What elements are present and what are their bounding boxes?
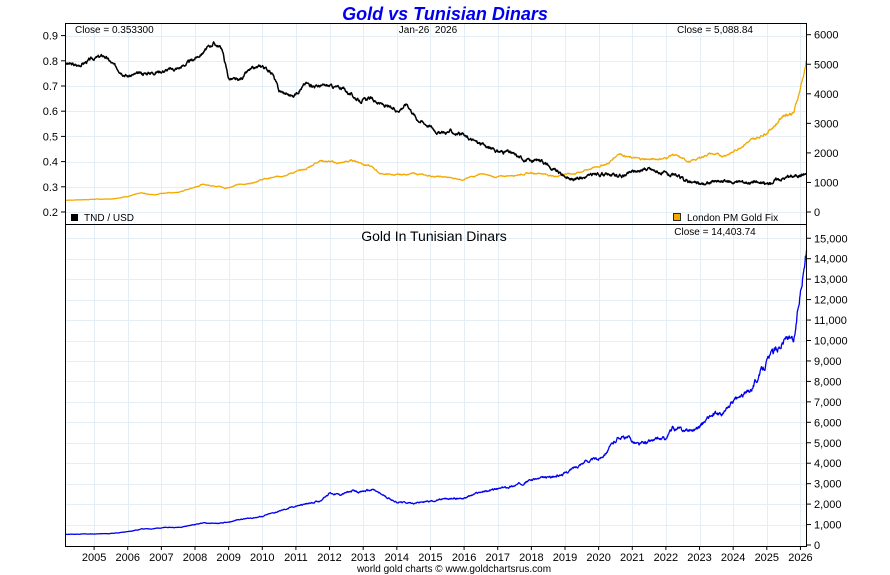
y-tick-label: 4,000 bbox=[814, 458, 842, 470]
x-tick-label: 2021 bbox=[620, 552, 644, 564]
y-tick-label: 14,000 bbox=[814, 254, 848, 266]
bottom-panel-frame bbox=[65, 224, 807, 547]
y-tick-label: 8,000 bbox=[814, 376, 842, 388]
y-tick-label: 15,000 bbox=[814, 233, 848, 245]
x-tick-label: 2015 bbox=[418, 552, 442, 564]
x-tick-label: 2006 bbox=[115, 552, 139, 564]
y-tick-label: 13,000 bbox=[814, 274, 848, 286]
y-tick-label: 5,000 bbox=[814, 438, 842, 450]
x-tick-label: 2020 bbox=[586, 552, 610, 564]
x-tick-label: 2012 bbox=[317, 552, 341, 564]
legend-swatch-tnd-usd bbox=[71, 214, 78, 221]
y-tick-label: 0.4 bbox=[43, 157, 58, 169]
y-tick-label: 0.2 bbox=[43, 207, 58, 219]
x-tick-label: 2018 bbox=[519, 552, 543, 564]
y-tick-label: 4000 bbox=[814, 89, 838, 101]
x-tick-label: 2016 bbox=[452, 552, 476, 564]
bottom-panel-title: Gold In Tunisian Dinars bbox=[361, 228, 507, 244]
y-tick-label: 1,000 bbox=[814, 520, 842, 532]
y-tick-label: 0 bbox=[814, 540, 820, 552]
y-tick-label: 2,000 bbox=[814, 499, 842, 511]
y-tick-label: 0.6 bbox=[43, 106, 58, 118]
series-line-london-pm-gold-fix bbox=[65, 60, 808, 201]
x-tick-label: 2014 bbox=[385, 552, 409, 564]
x-tick-label: 2019 bbox=[553, 552, 577, 564]
bottom-panel-grid bbox=[65, 224, 807, 547]
legend-swatch-gold-fix bbox=[673, 213, 681, 221]
x-tick-label: 2010 bbox=[250, 552, 274, 564]
y-tick-label: 5000 bbox=[814, 59, 838, 71]
x-tick-label: 2023 bbox=[687, 552, 711, 564]
top-panel-frame bbox=[65, 23, 807, 225]
chart-title: Gold vs Tunisian Dinars bbox=[342, 4, 548, 24]
top-panel-series bbox=[64, 41, 808, 201]
y-tick-label: 6000 bbox=[814, 30, 838, 42]
x-tick-label: 2026 bbox=[788, 552, 812, 564]
y-tick-label: 0.5 bbox=[43, 131, 58, 143]
y-tick-label: 1000 bbox=[814, 177, 838, 189]
x-tick-label: 2024 bbox=[721, 552, 745, 564]
close-left-label: Close = 0.353300 bbox=[75, 25, 154, 36]
series-line-tnd-usd bbox=[64, 41, 808, 186]
x-tick-label: 2013 bbox=[351, 552, 375, 564]
x-tick-label: 2007 bbox=[149, 552, 173, 564]
y-tick-label: 0.8 bbox=[43, 56, 58, 68]
top-panel-grid bbox=[65, 23, 807, 225]
right-y-axis-bottom: 15,000 14,000 13,000 12,000 11,000 10,000 9,00… bbox=[806, 233, 848, 552]
x-axis: 2005 2006 2007 2008 2009 2010 2011 2012 2013 2014… bbox=[82, 546, 813, 564]
y-tick-label: 6,000 bbox=[814, 417, 842, 429]
y-tick-label: 0 bbox=[814, 207, 820, 219]
bottom-panel-series bbox=[65, 250, 808, 536]
date-label: Jan-26 2026 bbox=[399, 25, 458, 36]
y-tick-label: 12,000 bbox=[814, 295, 848, 307]
legend-label-gold-fix: London PM Gold Fix bbox=[687, 213, 778, 224]
x-tick-label: 2005 bbox=[82, 552, 106, 564]
y-tick-label: 0.3 bbox=[43, 182, 58, 194]
x-tick-label: 2011 bbox=[284, 552, 308, 564]
x-tick-label: 2017 bbox=[485, 552, 509, 564]
right-y-axis-top: 6000 5000 4000 3000 2000 1000 0 bbox=[806, 30, 838, 219]
y-tick-label: 0.9 bbox=[43, 31, 58, 43]
legend-label-tnd-usd: TND / USD bbox=[84, 213, 134, 224]
x-tick-label: 2008 bbox=[183, 552, 207, 564]
y-tick-label: 10,000 bbox=[814, 336, 848, 348]
close-bottom-label: Close = 14,403.74 bbox=[674, 227, 756, 238]
series-line-gold-in-tnd bbox=[65, 250, 808, 536]
left-y-axis: 0.9 0.8 0.7 0.6 0.5 0.4 0.3 0.2 bbox=[43, 31, 66, 219]
y-tick-label: 11,000 bbox=[814, 315, 847, 327]
y-tick-label: 2000 bbox=[814, 148, 838, 160]
y-tick-label: 3,000 bbox=[814, 479, 842, 491]
x-tick-label: 2025 bbox=[755, 552, 779, 564]
footer-credit: world gold charts © www.goldchartsrus.co… bbox=[356, 564, 551, 575]
y-tick-label: 0.7 bbox=[43, 81, 58, 93]
y-tick-label: 3000 bbox=[814, 118, 838, 130]
x-tick-label: 2009 bbox=[216, 552, 240, 564]
y-tick-label: 7,000 bbox=[814, 397, 842, 409]
y-tick-label: 9,000 bbox=[814, 356, 842, 368]
x-tick-label: 2022 bbox=[654, 552, 678, 564]
close-right-label: Close = 5,088.84 bbox=[677, 25, 753, 36]
